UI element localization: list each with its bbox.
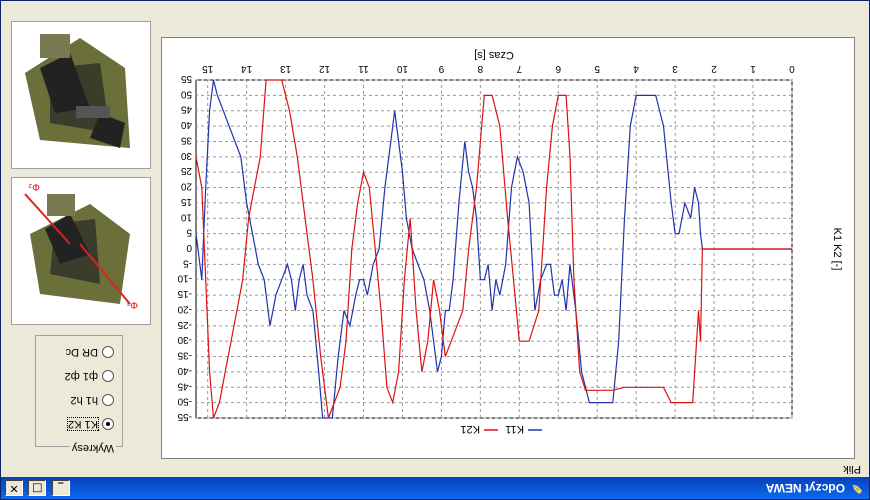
radio-label: K1 K2 [67,416,99,431]
y-tick-label: -35 [177,350,192,361]
y-tick-label: -45 [177,380,192,391]
radio-label: ф1 ф2 [64,369,98,382]
legend-k21-label: K21 [460,423,480,435]
k1k2-line-chart: -55-50-45-40-35-30-25-20-15-10-505101520… [177,49,843,435]
x-tick-label: 7 [516,63,522,74]
x-tick-label: 10 [396,63,408,74]
y-tick-label: 35 [180,134,192,145]
y-tick-label: -40 [177,365,192,376]
minimize-button[interactable]: _ [51,480,70,496]
svg-text:Φ₂: Φ₂ [28,181,40,192]
plot-area [195,79,793,419]
menu-file[interactable]: Plik [843,463,861,475]
group-legend: Wykresy [69,442,116,454]
y-tick-label: -20 [177,303,192,314]
series-line-k21 [195,79,792,419]
x-axis-label: Czas [s] [474,49,514,61]
machine-diagram-angles: Φ₂ Φ₁ [11,177,151,325]
x-tick-label: 2 [711,63,717,74]
title-bar[interactable]: ✎ Odczyt NEWA _ □ ✕ [1,477,869,499]
radio-phi1phi2[interactable]: ф1 ф2 [64,369,114,382]
legend-k11-label: K11 [505,423,524,435]
y-tick-label: 30 [180,150,192,161]
radio-button-icon[interactable] [102,417,114,430]
y-tick-label: 5 [186,227,192,238]
app-icon: ✎ [851,481,863,496]
radio-label: h1 h2 [70,393,98,406]
radio-h1h2[interactable]: h1 h2 [70,393,114,406]
radio-drdc[interactable]: DR Dc [65,345,114,358]
machine-labels-image [25,34,130,148]
radio-button-icon[interactable] [102,345,114,358]
y-tick-label: -15 [177,288,192,299]
x-tick-label: 9 [438,63,444,74]
machine-diagram-labels [11,21,151,169]
y-axis-label: K1 K2 [-] [831,228,843,271]
y-tick-label: -50 [177,396,192,407]
y-tick-label: 15 [180,196,192,207]
x-tick-label: 13 [280,63,292,74]
close-button[interactable]: ✕ [5,480,23,496]
y-tick-label: 50 [180,88,192,99]
y-tick-label: 40 [180,119,192,130]
menu-bar: Plik [1,459,869,477]
x-tick-label: 14 [241,63,253,74]
x-tick-label: 1 [750,63,756,74]
x-tick-label: 4 [633,63,639,74]
x-tick-label: 12 [319,63,331,74]
y-tick-label: -25 [177,319,192,330]
chart-selector-group: Wykresy K1 K2 h1 h2 ф1 ф2 DR Dc [35,335,123,454]
y-tick-label: 0 [186,242,192,253]
x-tick-label: 11 [358,63,369,74]
x-tick-label: 6 [555,63,561,74]
radio-button-icon[interactable] [102,369,114,382]
radio-label: DR Dc [65,345,98,358]
y-tick-label: -10 [177,273,192,284]
radio-k1k2[interactable]: K1 K2 [67,416,114,431]
maximize-button[interactable]: □ [28,480,47,496]
y-tick-label: 55 [180,73,192,84]
radio-button-icon[interactable] [102,393,114,406]
machine-angles-image: Φ₂ Φ₁ [24,181,138,310]
x-tick-label: 0 [789,63,795,74]
x-tick-label: 8 [477,63,483,74]
x-tick-label: 15 [202,63,214,74]
chart-legend: K11 K21 [460,423,542,435]
y-tick-label: -30 [177,334,192,345]
y-tick-label: 45 [180,104,192,115]
svg-text:Φ₁: Φ₁ [126,299,138,310]
y-tick-label: 20 [180,181,192,192]
series-line-k11 [195,79,792,419]
y-tick-label: 10 [180,211,192,222]
x-tick-label: 3 [672,63,678,74]
y-tick-label: -55 [177,411,192,422]
window-title: Odczyt NEWA [765,481,845,495]
chart-panel: -55 -50 -45 -40 -35 -30 -25 -20 -15 -10 -5 0 5 10 15 20… [161,37,855,459]
x-tick-label: 5 [594,63,600,74]
y-tick-label: -5 [183,257,192,268]
y-tick-label: 25 [180,165,192,176]
